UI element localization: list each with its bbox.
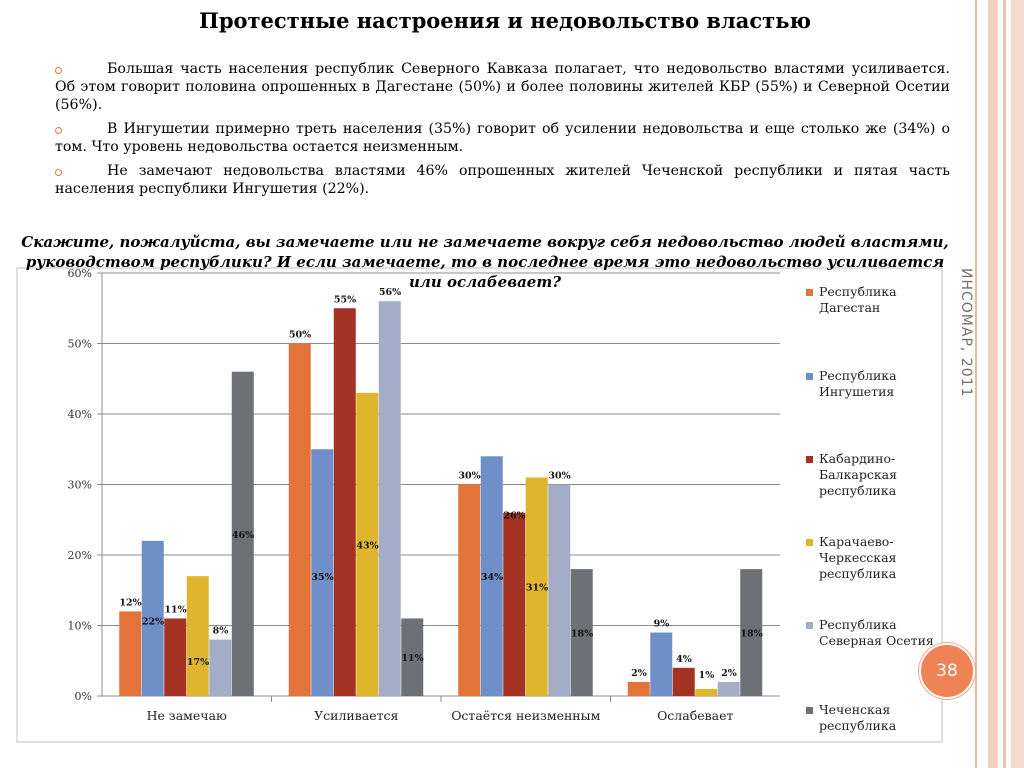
bar [570, 569, 593, 696]
bar [650, 632, 673, 696]
source-credit: ИНСОМАР, 2011 [958, 268, 974, 398]
y-tick-label: 60% [68, 267, 92, 280]
bar [311, 449, 334, 696]
bar [119, 611, 142, 696]
legend-swatch [806, 373, 813, 380]
data-label: 2% [631, 668, 647, 679]
bar [525, 477, 548, 696]
bullet-list: Большая часть населения республик Северн… [55, 60, 950, 204]
data-label: 50% [289, 330, 311, 341]
bar [209, 639, 232, 696]
bar [378, 301, 401, 696]
bar [333, 308, 356, 696]
legend-swatch [806, 456, 813, 463]
decor-stripe [1011, 0, 1024, 768]
legend-label: Кабардино-Балкарская республика [819, 451, 897, 498]
legend-label: Чеченская республика [819, 702, 897, 733]
data-label: 18% [571, 629, 593, 640]
bullet-text: Большая часть населения республик Северн… [55, 61, 950, 113]
bullet-icon [55, 127, 62, 134]
legend-swatch [806, 622, 813, 629]
y-tick-label: 10% [68, 620, 92, 633]
bar [548, 484, 571, 696]
legend-label: Карачаево-Черкесская республика [819, 534, 897, 581]
bar [672, 667, 695, 696]
bullet-item: Не замечают недовольства властями 46% оп… [55, 162, 950, 198]
x-tick-label: Не замечаю [147, 708, 227, 723]
bar [401, 618, 424, 696]
data-label: 34% [481, 572, 503, 583]
data-label: 56% [379, 287, 401, 298]
legend-swatch [806, 707, 813, 714]
bullet-icon [55, 67, 62, 74]
data-label: 9% [654, 619, 670, 630]
bar [164, 618, 187, 696]
y-tick-label: 0% [75, 690, 92, 703]
bullet-text: Не замечают недовольства властями 46% оп… [55, 163, 950, 197]
bullet-icon [55, 169, 62, 176]
x-tick-label: Усиливается [314, 708, 398, 723]
x-tick-label: Ослабевает [657, 708, 733, 723]
data-label: 11% [401, 653, 423, 664]
bar [356, 392, 379, 696]
y-tick-label: 30% [68, 479, 92, 492]
slide-title: Протестные настроения и недовольство вла… [199, 8, 811, 33]
data-label: 30% [458, 471, 480, 482]
bullet-text: В Ингушетии примерно треть населения (35… [55, 121, 950, 155]
data-label: 11% [164, 604, 186, 615]
survey-question: Скажите, пожалуйста, вы замечаете или не… [21, 233, 949, 291]
y-tick-label: 40% [68, 408, 92, 421]
bar [503, 512, 526, 696]
grouped-bar-chart: 0%10%20%30%40%50%60%Не замечаю12%22%11%1… [16, 267, 943, 743]
bar [231, 371, 254, 696]
bar [141, 540, 164, 696]
legend-label: Республика Северная Осетия [819, 617, 934, 648]
decor-stripe [1003, 0, 1006, 768]
x-tick-label: Остаётся неизменным [451, 708, 600, 723]
bar [627, 681, 650, 696]
legend-label: Республика Ингушетия [819, 368, 897, 399]
data-label: 22% [142, 616, 164, 627]
data-label: 8% [213, 626, 229, 637]
bullet-item: В Ингушетии примерно треть населения (35… [55, 120, 950, 156]
data-label: 4% [676, 654, 692, 665]
legend-label: Республика Дагестан [819, 284, 897, 315]
data-label: 2% [721, 668, 737, 679]
bar [480, 456, 503, 696]
data-label: 30% [548, 471, 570, 482]
legend-swatch [806, 539, 813, 546]
data-label: 46% [232, 530, 254, 541]
y-tick-label: 50% [68, 338, 92, 351]
bar [695, 688, 718, 696]
data-label: 55% [334, 294, 356, 305]
data-label: 12% [119, 597, 141, 608]
legend-swatch [806, 289, 813, 296]
y-tick-label: 20% [68, 549, 92, 562]
data-label: 17% [187, 657, 209, 668]
bullet-item: Большая часть населения республик Северн… [55, 60, 950, 114]
decor-stripe [975, 0, 977, 768]
bar [717, 681, 740, 696]
chart-frame [16, 267, 943, 743]
bar [740, 569, 763, 696]
data-label: 43% [356, 540, 378, 551]
page-number-badge: 38 [919, 643, 975, 699]
bar [458, 484, 481, 696]
data-label: 31% [526, 583, 548, 594]
data-label: 26% [503, 511, 525, 522]
data-label: 18% [740, 629, 762, 640]
data-label: 1% [699, 670, 715, 681]
decor-stripe [988, 0, 998, 768]
bar [288, 343, 311, 696]
data-label: 35% [311, 572, 333, 583]
bar [186, 576, 209, 696]
